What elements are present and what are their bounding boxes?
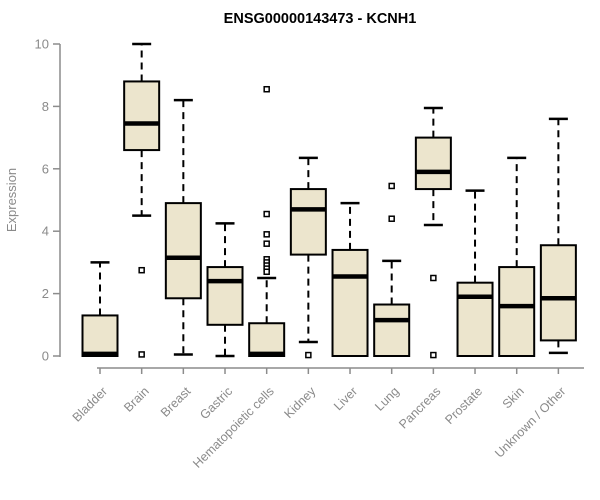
box-group-bladder xyxy=(81,261,119,358)
x-category-label: Brain xyxy=(121,384,152,415)
x-category-label: Lung xyxy=(372,384,402,414)
outlier-point xyxy=(430,274,437,282)
outlier-point xyxy=(263,85,270,93)
y-tick-label: 4 xyxy=(42,224,49,239)
box-group-skin xyxy=(498,156,536,357)
x-category-label: Prostate xyxy=(442,384,485,427)
outlier-point xyxy=(263,268,270,276)
outlier-point xyxy=(263,231,270,238)
x-category-label: Breast xyxy=(158,384,194,420)
iqr-box xyxy=(248,322,286,357)
y-tick-label: 6 xyxy=(42,161,49,176)
box-group-pancreas xyxy=(414,106,452,359)
y-axis-label: Expression xyxy=(4,168,19,232)
y-tick-label: 2 xyxy=(42,286,49,301)
plot-area: 0 2 4 6 8 10 Bladder Brain Breast GastricHematopo… xyxy=(35,37,584,471)
y-axis: 0 2 4 6 8 10 xyxy=(35,37,61,364)
outlier-point xyxy=(430,351,437,359)
iqr-box xyxy=(498,266,536,357)
box-group-gastric xyxy=(206,222,244,358)
iqr-box xyxy=(123,80,161,152)
box-group-hematopoietic-cells xyxy=(248,85,286,357)
iqr-box xyxy=(539,244,577,342)
box-group-liver xyxy=(331,201,369,357)
outlier-point xyxy=(388,215,395,222)
x-category-label: Liver xyxy=(331,384,360,413)
box-group-lung xyxy=(373,182,411,357)
x-category-label: Unknown / Other xyxy=(492,384,568,460)
box-group-breast xyxy=(164,98,202,356)
x-category-label: Skin xyxy=(500,384,527,411)
iqr-box xyxy=(289,188,327,256)
iqr-box xyxy=(164,202,202,300)
outlier-point xyxy=(138,351,145,358)
y-tick-label: 10 xyxy=(35,37,49,52)
x-category-label: Bladder xyxy=(70,384,110,424)
outlier-point xyxy=(263,240,270,247)
outlier-point xyxy=(305,351,312,359)
x-category-label: Hematopoietic cells xyxy=(190,384,277,471)
iqr-box xyxy=(206,266,244,326)
iqr-box xyxy=(373,303,411,357)
outlier-point xyxy=(138,266,145,274)
y-tick-label: 8 xyxy=(42,99,49,114)
box-group-kidney xyxy=(289,156,327,359)
iqr-box xyxy=(331,248,369,357)
iqr-box xyxy=(414,136,452,191)
chart-title: ENSG00000143473 - KCNH1 xyxy=(224,11,417,27)
outlier-point xyxy=(263,210,270,218)
box-group-prostate xyxy=(456,189,494,357)
outlier-point xyxy=(388,182,395,190)
x-category-label: Gastric xyxy=(197,384,235,422)
box-group-unknown-other xyxy=(539,117,577,355)
box-group-brain xyxy=(123,42,161,358)
y-tick-label: 0 xyxy=(42,349,49,364)
iqr-box xyxy=(456,281,494,357)
iqr-box xyxy=(81,314,119,358)
x-category-label: Kidney xyxy=(282,384,319,421)
x-category-label: Pancreas xyxy=(396,384,443,431)
